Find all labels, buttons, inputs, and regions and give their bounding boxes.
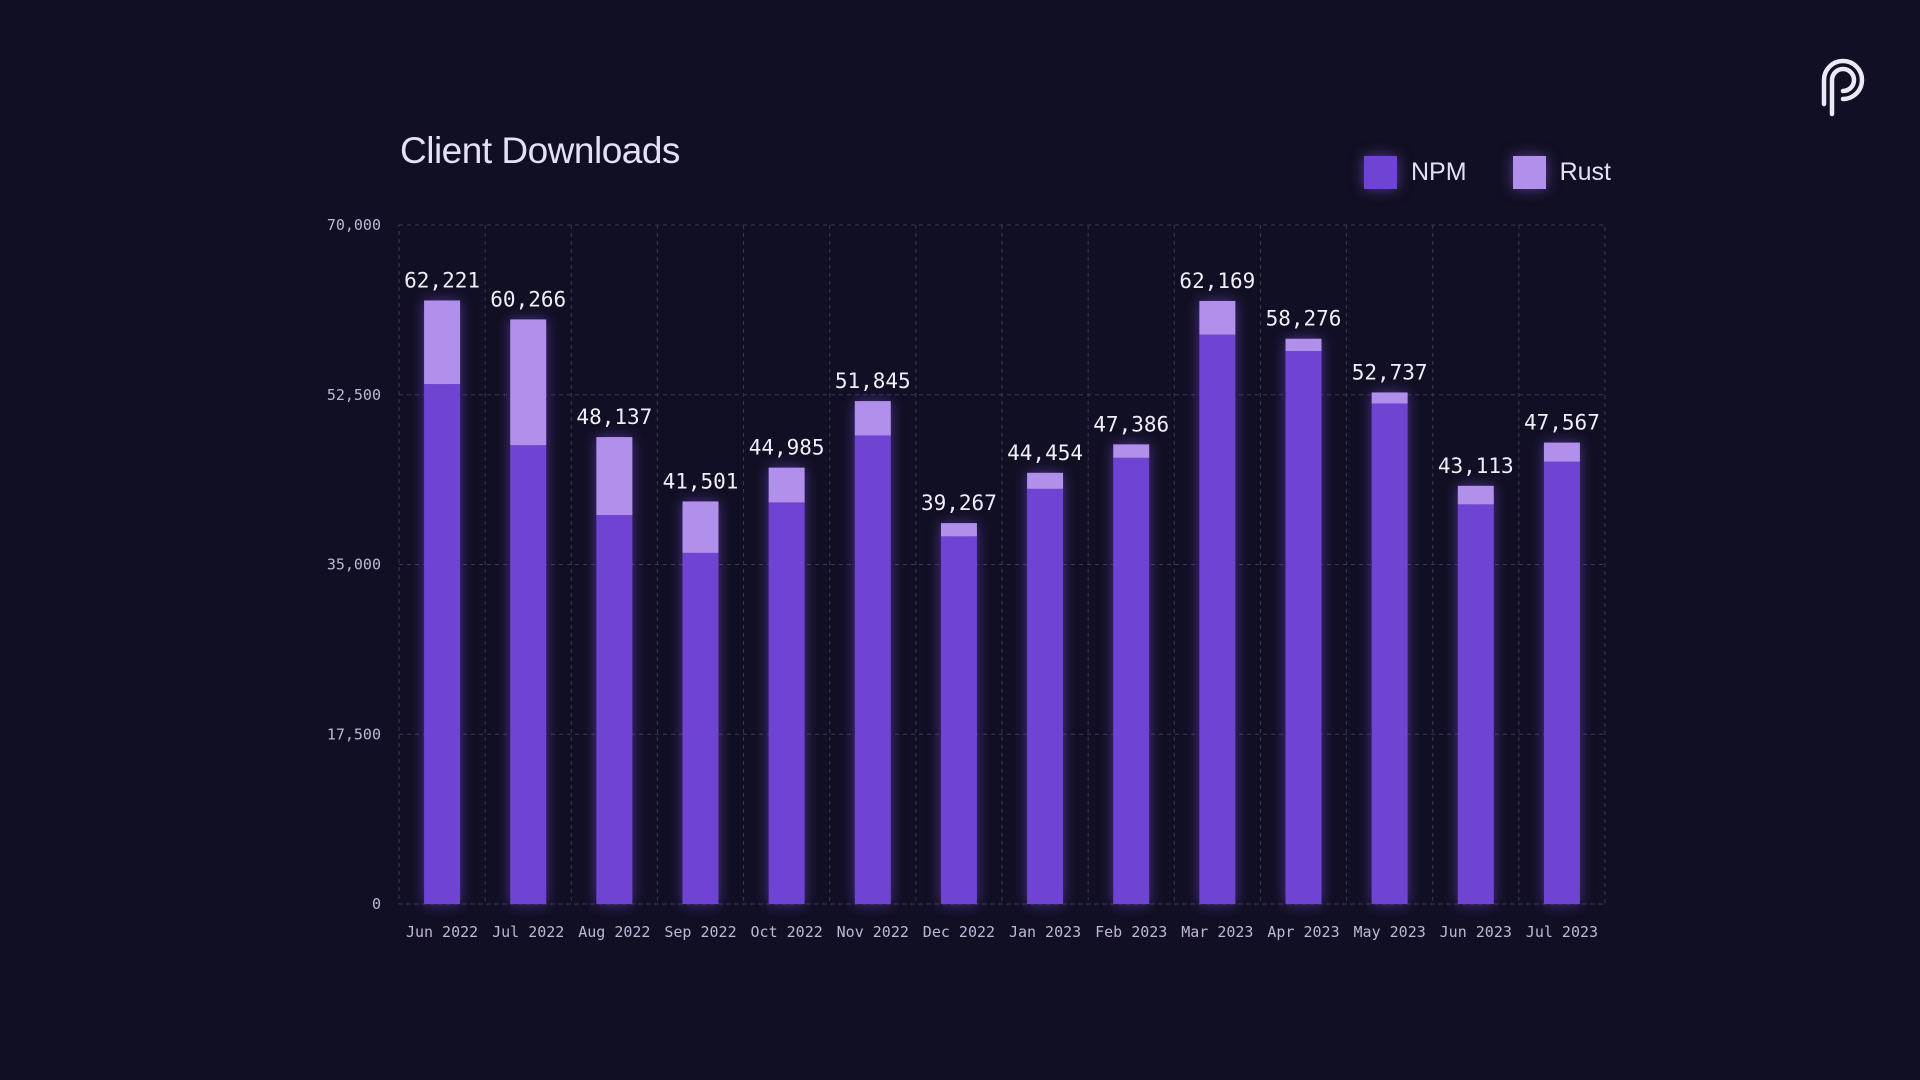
y-tick-label: 70,000 — [327, 216, 381, 234]
legend-label-npm: NPM — [1411, 158, 1467, 186]
x-tick-label: Aug 2022 — [578, 923, 650, 941]
bar-rust — [1113, 444, 1150, 458]
legend: NPM Rust — [1364, 156, 1611, 189]
bar-rust — [1027, 472, 1064, 489]
bar-npm — [854, 435, 891, 904]
bar-rust — [424, 300, 461, 385]
x-tick-label: Mar 2023 — [1181, 923, 1253, 941]
x-tick-label: Feb 2023 — [1095, 923, 1167, 941]
y-tick-label: 52,500 — [327, 386, 381, 404]
total-data-label: 44,454 — [1007, 441, 1083, 465]
bar-rust — [940, 523, 977, 537]
bar-npm — [682, 552, 719, 904]
bar-rust — [1457, 485, 1494, 505]
total-data-label: 41,501 — [663, 469, 739, 493]
x-tick-label: Oct 2022 — [751, 923, 823, 941]
bar-npm — [510, 445, 547, 904]
bar-rust — [510, 319, 547, 446]
bar-rust — [682, 501, 719, 553]
bar-rust — [768, 467, 805, 503]
bar-npm — [1371, 403, 1408, 904]
bar-rust — [1199, 300, 1236, 335]
total-data-label: 39,267 — [921, 491, 997, 515]
bar-npm — [1113, 457, 1150, 904]
y-tick-label: 17,500 — [327, 725, 381, 743]
total-data-label: 60,266 — [490, 287, 566, 311]
pyth-p-logo-icon — [1821, 58, 1865, 117]
total-data-label: 44,985 — [749, 436, 825, 460]
x-tick-label: Jul 2022 — [492, 923, 564, 941]
legend-item-npm: NPM — [1364, 156, 1467, 189]
bar-npm — [1543, 461, 1580, 904]
legend-swatch-npm — [1364, 156, 1397, 189]
bar-npm — [1199, 334, 1236, 904]
bar-rust — [854, 401, 891, 436]
legend-swatch-rust — [1512, 156, 1546, 189]
x-tick-label: Nov 2022 — [837, 923, 909, 941]
bar-rust — [596, 437, 633, 516]
bar-npm — [424, 384, 461, 905]
legend-label-rust: Rust — [1559, 158, 1611, 186]
total-data-label: 48,137 — [576, 405, 652, 429]
total-data-label: 47,567 — [1524, 411, 1600, 435]
x-tick-label: Apr 2023 — [1267, 923, 1339, 941]
total-data-label: 47,386 — [1093, 412, 1169, 436]
bar-npm — [1027, 488, 1064, 904]
bar-npm — [1457, 504, 1494, 904]
x-tick-label: May 2023 — [1354, 923, 1426, 941]
y-tick-label: 35,000 — [327, 556, 381, 574]
bar-npm — [1285, 351, 1322, 905]
total-data-label: 58,276 — [1266, 307, 1342, 331]
x-tick-label: Jan 2023 — [1009, 923, 1081, 941]
total-data-label: 43,113 — [1438, 454, 1514, 478]
bar-npm — [596, 515, 633, 904]
x-tick-label: Sep 2022 — [664, 923, 736, 941]
x-tick-label: Jun 2023 — [1440, 923, 1512, 941]
bar-npm — [940, 536, 977, 904]
bar-rust — [1371, 392, 1408, 404]
x-tick-label: Dec 2022 — [923, 923, 995, 941]
total-data-label: 52,737 — [1352, 360, 1428, 384]
x-tick-label: Jul 2023 — [1526, 923, 1598, 941]
bar-npm — [768, 502, 805, 904]
total-data-label: 51,845 — [835, 369, 911, 393]
total-data-label: 62,221 — [404, 268, 480, 292]
legend-item-rust: Rust — [1512, 156, 1611, 189]
chart-title: Client Downloads — [400, 130, 680, 171]
bar-rust — [1543, 442, 1580, 462]
x-tick-label: Jun 2022 — [406, 923, 478, 941]
bar-rust — [1285, 338, 1322, 352]
total-data-label: 62,169 — [1179, 269, 1255, 293]
y-tick-label: 0 — [372, 895, 381, 913]
